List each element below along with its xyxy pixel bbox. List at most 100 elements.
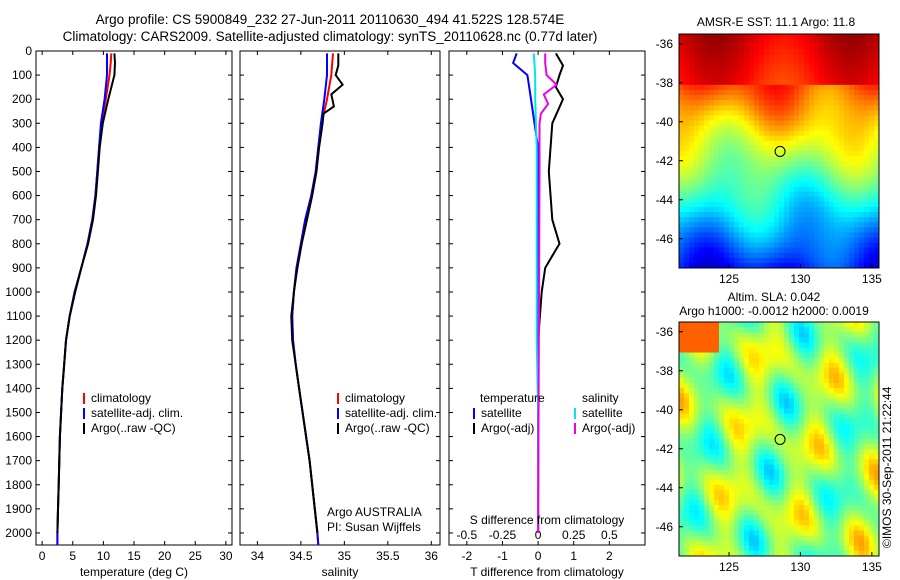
- heatmap-cell: [864, 130, 870, 137]
- heatmap-cell: [859, 393, 865, 399]
- heatmap-cell: [874, 206, 880, 213]
- heatmap-cell: [764, 439, 770, 445]
- heatmap-cell: [784, 135, 790, 142]
- heatmap-cell: [804, 454, 810, 460]
- heatmap-cell: [714, 550, 720, 557]
- heatmap-cell: [854, 54, 860, 60]
- heatmap-cell: [824, 135, 830, 142]
- heatmap-cell: [729, 262, 735, 269]
- heatmap-cell: [859, 206, 865, 213]
- heatmap-cell: [854, 257, 860, 264]
- heatmap-cell: [714, 89, 720, 96]
- heatmap-cell: [764, 171, 770, 177]
- heatmap-cell: [784, 166, 790, 172]
- heatmap-cell: [804, 247, 810, 254]
- heatmap-cell: [769, 367, 775, 374]
- heatmap-cell: [699, 469, 705, 476]
- heatmap-cell: [794, 352, 800, 359]
- heatmap-cell: [824, 145, 830, 152]
- heatmap-cell: [729, 484, 735, 491]
- heatmap-cell: [744, 64, 750, 71]
- heatmap-cell: [824, 196, 830, 203]
- heatmap-cell: [709, 69, 715, 76]
- heatmap-cell: [729, 217, 735, 223]
- heatmap-cell: [749, 362, 755, 369]
- heatmap-cell: [779, 232, 785, 238]
- heatmap-cell: [754, 347, 760, 353]
- heatmap-cell: [854, 44, 860, 50]
- heatmap-cell: [699, 418, 705, 425]
- heatmap-cell: [764, 367, 770, 374]
- heatmap-cell: [739, 500, 745, 506]
- heatmap-cell: [829, 262, 835, 269]
- heatmap-cell: [864, 545, 870, 552]
- heatmap-cell: [774, 433, 780, 440]
- heatmap-cell: [794, 39, 800, 45]
- heatmap-cell: [709, 383, 715, 389]
- heatmap-cell: [704, 145, 710, 152]
- heatmap-cell: [804, 69, 810, 76]
- heatmap-cell: [844, 352, 850, 359]
- heatmap-cell: [694, 474, 700, 481]
- heatmap-cell: [844, 64, 850, 71]
- heatmap-cell: [694, 105, 700, 111]
- heatmap-cell: [869, 540, 875, 547]
- heatmap-cell: [804, 489, 810, 496]
- heatmap-cell: [809, 252, 815, 259]
- heatmap-cell: [724, 237, 730, 243]
- heatmap-cell: [754, 84, 760, 91]
- heatmap-cell: [764, 347, 770, 353]
- heatmap-cell: [729, 252, 735, 259]
- heatmap-cell: [689, 186, 695, 193]
- heatmap-cell: [734, 135, 740, 142]
- heatmap-cell: [794, 347, 800, 353]
- heatmap-cell: [759, 145, 765, 152]
- heatmap-cell: [829, 120, 835, 126]
- heatmap-cell: [714, 212, 720, 218]
- heatmap-cell: [739, 377, 745, 384]
- heatmap-cell: [729, 151, 735, 157]
- top-tick-label: 0.25: [562, 528, 586, 542]
- heatmap-cell: [789, 479, 795, 486]
- heatmap-cell: [859, 418, 865, 425]
- heatmap-cell: [679, 398, 685, 404]
- heatmap-cell: [714, 196, 720, 203]
- heatmap-cell: [819, 500, 825, 506]
- heatmap-cell: [789, 217, 795, 223]
- heatmap-cell: [814, 171, 820, 177]
- heatmap-cell: [754, 151, 760, 157]
- heatmap-cell: [799, 252, 805, 259]
- heatmap-cell: [709, 49, 715, 55]
- heatmap-cell: [724, 145, 730, 152]
- heatmap-cell: [874, 515, 880, 521]
- heatmap-cell: [759, 525, 765, 531]
- heatmap-cell: [694, 545, 700, 552]
- heatmap-cell: [859, 237, 865, 243]
- heatmap-cell: [759, 444, 765, 450]
- heatmap-cell: [729, 247, 735, 254]
- heatmap-cell: [709, 372, 715, 379]
- heatmap-cell: [794, 408, 800, 414]
- heatmap-cell: [709, 161, 715, 167]
- heatmap-cell: [744, 352, 750, 359]
- heatmap-cell: [854, 530, 860, 537]
- heatmap-cell: [814, 151, 820, 157]
- heatmap-cell: [789, 135, 795, 142]
- heatmap-cell: [744, 59, 750, 65]
- heatmap-cell: [854, 357, 860, 364]
- heatmap-cell: [719, 489, 725, 496]
- heatmap-cell: [679, 176, 685, 182]
- heatmap-cell: [759, 439, 765, 445]
- heatmap-cell: [809, 540, 815, 547]
- heatmap-cell: [689, 444, 695, 450]
- depth-tick-label: 1600: [5, 430, 32, 444]
- heatmap-cell: [729, 105, 735, 111]
- heatmap-cell: [704, 357, 710, 364]
- heatmap-cell: [874, 423, 880, 430]
- heatmap-cell: [819, 545, 825, 552]
- heatmap-cell: [744, 186, 750, 193]
- heatmap-cell: [794, 171, 800, 177]
- heatmap-cell: [769, 110, 775, 116]
- heatmap-cell: [874, 135, 880, 142]
- heatmap-cell: [859, 115, 865, 121]
